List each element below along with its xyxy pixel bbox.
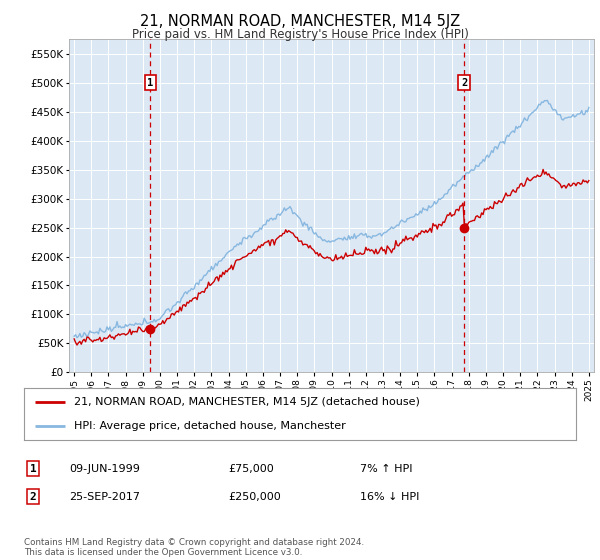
Text: Contains HM Land Registry data © Crown copyright and database right 2024.
This d: Contains HM Land Registry data © Crown c… xyxy=(24,538,364,557)
Text: 2: 2 xyxy=(29,492,37,502)
Text: £250,000: £250,000 xyxy=(228,492,281,502)
Text: 1: 1 xyxy=(147,77,154,87)
Text: 7% ↑ HPI: 7% ↑ HPI xyxy=(360,464,413,474)
Text: 21, NORMAN ROAD, MANCHESTER, M14 5JZ: 21, NORMAN ROAD, MANCHESTER, M14 5JZ xyxy=(140,14,460,29)
Text: 09-JUN-1999: 09-JUN-1999 xyxy=(69,464,140,474)
Text: £75,000: £75,000 xyxy=(228,464,274,474)
Text: 25-SEP-2017: 25-SEP-2017 xyxy=(69,492,140,502)
Text: 2: 2 xyxy=(461,77,467,87)
Text: 21, NORMAN ROAD, MANCHESTER, M14 5JZ (detached house): 21, NORMAN ROAD, MANCHESTER, M14 5JZ (de… xyxy=(74,397,419,407)
Text: HPI: Average price, detached house, Manchester: HPI: Average price, detached house, Manc… xyxy=(74,421,346,431)
Text: Price paid vs. HM Land Registry's House Price Index (HPI): Price paid vs. HM Land Registry's House … xyxy=(131,28,469,41)
Text: 1: 1 xyxy=(29,464,37,474)
Text: 16% ↓ HPI: 16% ↓ HPI xyxy=(360,492,419,502)
